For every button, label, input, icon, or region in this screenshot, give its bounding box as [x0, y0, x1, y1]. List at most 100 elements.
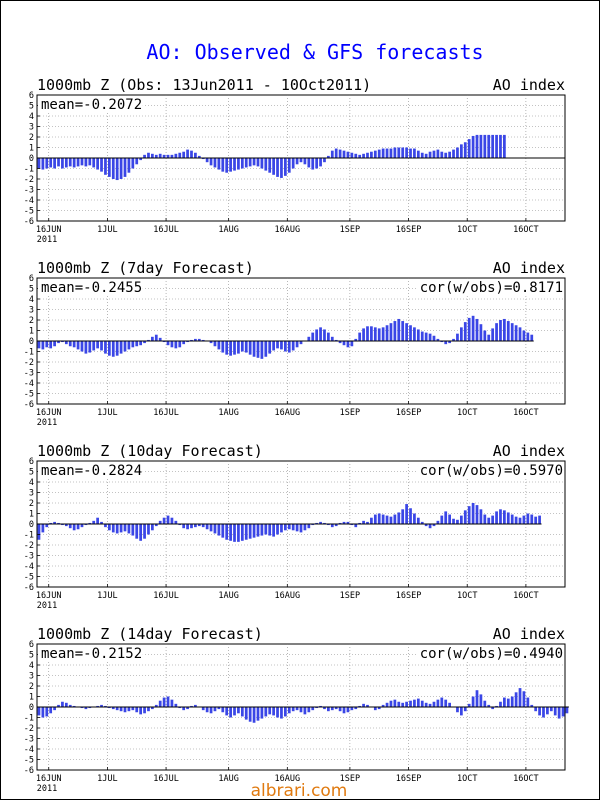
bar [538, 707, 541, 716]
bar [201, 524, 205, 528]
y-tick-label: 2 [29, 682, 34, 692]
bar [107, 707, 111, 709]
bar [264, 158, 268, 171]
bar [170, 517, 174, 524]
y-tick-label: -1 [24, 165, 34, 175]
bar [80, 158, 84, 166]
watermark: albrari.com [251, 781, 348, 799]
bar [456, 333, 459, 341]
bar [260, 707, 264, 719]
bar [53, 341, 56, 347]
bar [526, 513, 530, 524]
bar [424, 153, 428, 158]
bar [178, 707, 182, 709]
bar [405, 323, 408, 341]
bar [327, 155, 330, 158]
x-tick-label: 16OCT [513, 591, 539, 601]
bar [244, 524, 248, 540]
bar [506, 698, 510, 707]
bar [327, 707, 330, 712]
bar [264, 341, 268, 357]
bar [260, 341, 264, 359]
bar [397, 701, 401, 707]
bar [209, 707, 213, 714]
bar [256, 524, 260, 537]
x-tick-label: 16JUN [36, 591, 62, 601]
bar [327, 524, 330, 526]
bar [256, 158, 260, 167]
bar [491, 134, 495, 158]
y-tick-label: 5 [29, 468, 34, 478]
bar [424, 332, 428, 341]
bar [147, 152, 150, 158]
bar [362, 520, 365, 524]
bar [225, 707, 229, 716]
panel-2: 1000mb Z (7day Forecast) AO index6543210-… [24, 259, 566, 428]
index-label: AO index [493, 259, 565, 277]
bar [158, 337, 162, 341]
bar [311, 524, 315, 526]
y-tick-label: -4 [24, 196, 34, 206]
bar [84, 341, 88, 354]
x-tick-label: 1SEP [340, 774, 360, 784]
bar [104, 524, 107, 528]
bar [370, 151, 373, 158]
bar [213, 341, 217, 347]
y-tick-label: 6 [29, 274, 34, 284]
bar [80, 341, 84, 352]
bar [237, 524, 240, 542]
bar [37, 341, 41, 349]
bar [307, 524, 311, 529]
bar [201, 158, 205, 160]
bar [499, 320, 502, 341]
bar [147, 339, 150, 341]
panel-title: 1000mb Z (10day Forecast) [37, 442, 263, 460]
bar [233, 341, 236, 355]
bar [111, 158, 115, 179]
y-tick-label: 3 [29, 672, 34, 682]
bar [174, 153, 178, 158]
bar [330, 150, 334, 158]
bar [240, 707, 244, 717]
bar [127, 524, 131, 534]
bar [338, 707, 342, 712]
bar [49, 522, 53, 524]
y-tick-label: 6 [29, 640, 34, 650]
bar [416, 517, 420, 524]
bar [252, 341, 256, 357]
bar [467, 317, 471, 341]
bar [162, 154, 166, 158]
bar [428, 524, 432, 529]
bar [495, 323, 498, 341]
bar [41, 341, 45, 350]
bar [68, 158, 72, 167]
bar [389, 700, 393, 707]
bar [115, 524, 119, 534]
bar [283, 158, 287, 176]
bar [401, 321, 405, 341]
bar [475, 134, 479, 158]
y-tick-label: 0 [29, 154, 34, 164]
bar [397, 512, 401, 524]
x-tick-label: 1SEP [340, 225, 360, 235]
bar [287, 158, 291, 173]
index-label: AO index [493, 76, 565, 94]
bar [444, 511, 448, 524]
bar [154, 524, 158, 527]
bar [307, 707, 311, 713]
bar [424, 702, 428, 707]
mean-label-bg [38, 462, 143, 478]
y-tick-label: -5 [24, 573, 34, 583]
bar [299, 524, 303, 533]
bar [45, 158, 49, 169]
bar [135, 341, 139, 347]
panel-4: 1000mb Z (14day Forecast) AO index 6543210… [24, 625, 569, 794]
bar [100, 521, 103, 524]
bar [346, 151, 350, 158]
bar [370, 517, 373, 524]
bar [186, 524, 189, 530]
bar [182, 524, 186, 529]
bar [96, 341, 99, 349]
bar [248, 158, 252, 167]
bar [158, 700, 162, 707]
